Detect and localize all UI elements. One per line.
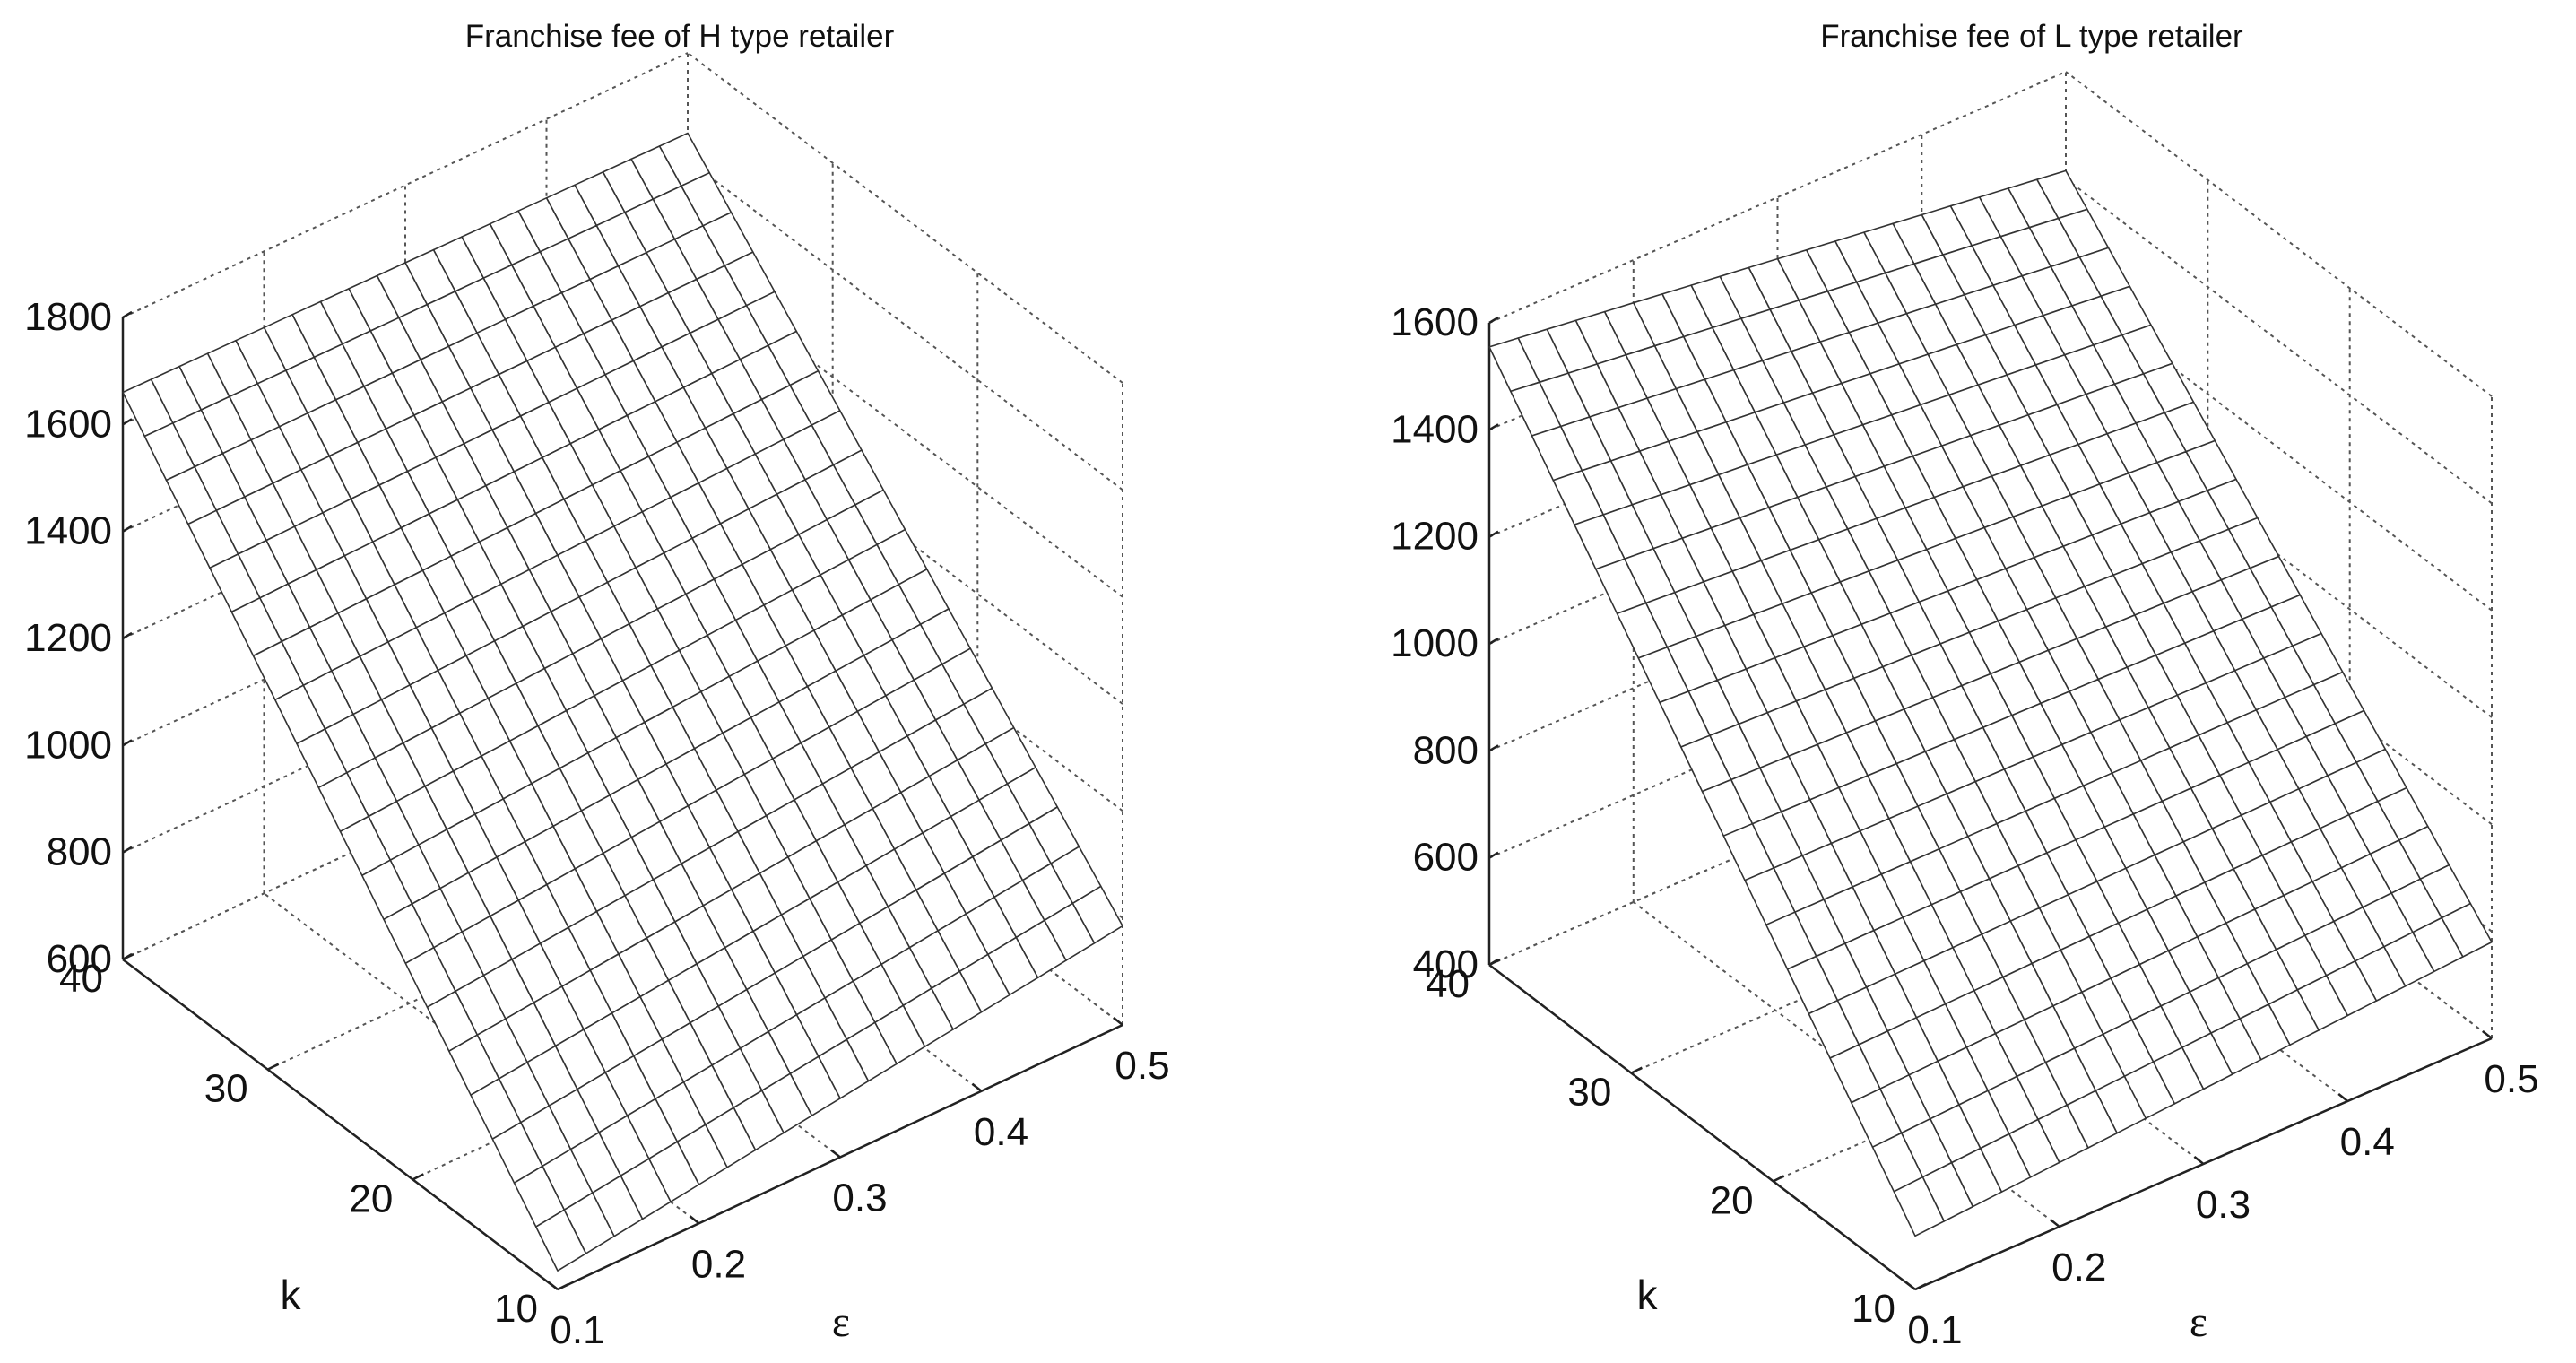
z-tick-label: 800 bbox=[1413, 728, 1479, 772]
k-tick-label: 40 bbox=[1426, 962, 1470, 1006]
epsilon-tick-mark bbox=[2337, 1093, 2349, 1102]
z-tick-label: 600 bbox=[1413, 836, 1479, 880]
z-tick-label: 1400 bbox=[24, 509, 112, 553]
k-tick-label: 30 bbox=[1567, 1071, 1611, 1115]
z-tick-label: 1200 bbox=[24, 616, 112, 660]
epsilon-tick-label: 0.2 bbox=[2051, 1246, 2106, 1289]
chart-l-type: Franchise fee of L type retailer 400 600 8… bbox=[1391, 19, 2538, 1352]
z-tick-mark bbox=[1488, 637, 1499, 646]
k-tick-label: 20 bbox=[349, 1176, 393, 1220]
k-tick-mark bbox=[122, 952, 134, 961]
epsilon-tick-mark bbox=[548, 1281, 559, 1290]
epsilon-tick-label: 0.2 bbox=[691, 1242, 746, 1286]
epsilon-tick-mark bbox=[1113, 1017, 1123, 1026]
epsilon-axis-label-l: ε bbox=[2190, 1298, 2207, 1346]
epsilon-tick-mark bbox=[1905, 1281, 1916, 1290]
grid-line bbox=[2065, 71, 2493, 397]
k-axis-label-l: k bbox=[1637, 1272, 1659, 1318]
surface-cell bbox=[1893, 1176, 1945, 1237]
epsilon-tick-mark bbox=[830, 1149, 841, 1159]
z-tick-mark bbox=[1488, 744, 1499, 752]
z-tick-mark bbox=[1488, 530, 1499, 538]
epsilon-tick-mark bbox=[971, 1082, 983, 1092]
z-tick-mark bbox=[122, 846, 133, 854]
z-tick-label: 1200 bbox=[1391, 515, 1479, 559]
epsilon-axis-label-h: ε bbox=[832, 1298, 850, 1346]
z-tick-mark bbox=[1488, 316, 1499, 325]
z-tick-mark bbox=[1488, 423, 1499, 431]
k-tick-label: 10 bbox=[1852, 1287, 1895, 1331]
k-tick-label: 30 bbox=[204, 1067, 248, 1111]
epsilon-tick-label: 0.3 bbox=[2196, 1183, 2251, 1227]
k-tick-mark bbox=[1773, 1175, 1785, 1183]
grid-line bbox=[687, 52, 1123, 384]
z-tick-label: 1000 bbox=[24, 723, 112, 767]
chart-title-h: Franchise fee of H type retailer bbox=[465, 19, 895, 54]
epsilon-tick-label: 0.1 bbox=[1907, 1308, 1962, 1352]
epsilon-tick-label: 0.5 bbox=[1115, 1044, 1169, 1088]
k-axis-label-h: k bbox=[281, 1272, 302, 1318]
surface-cell bbox=[534, 1209, 587, 1272]
z-tick-mark bbox=[122, 418, 133, 426]
z-tick-label: 800 bbox=[47, 830, 112, 874]
chart-title-l: Franchise fee of L type retailer bbox=[1820, 19, 2243, 54]
z-tick-label: 1600 bbox=[24, 402, 112, 446]
k-tick-mark bbox=[1488, 958, 1501, 967]
k-axis-line bbox=[1488, 964, 1916, 1290]
epsilon-tick-label: 0.3 bbox=[832, 1176, 887, 1220]
z-tick-label: 400 bbox=[1413, 942, 1479, 986]
grid-line bbox=[687, 159, 1123, 491]
z-tick-label: 1000 bbox=[1391, 621, 1479, 665]
z-tick-mark bbox=[1488, 851, 1499, 859]
k-tick-label: 40 bbox=[59, 957, 103, 1001]
z-tick-mark bbox=[122, 310, 133, 319]
chart-h-type: Franchise fee of H type retailer 600 800 1… bbox=[24, 19, 1169, 1352]
epsilon-tick-mark bbox=[2049, 1219, 2060, 1228]
k-tick-mark bbox=[267, 1063, 280, 1071]
z-tick-label: 1600 bbox=[1391, 300, 1479, 344]
k-tick-label: 20 bbox=[1710, 1178, 1754, 1222]
z-tick-mark bbox=[122, 739, 133, 747]
epsilon-tick-label: 0.5 bbox=[2484, 1057, 2538, 1101]
epsilon-tick-label: 0.4 bbox=[974, 1110, 1028, 1154]
k-axis-line bbox=[122, 959, 559, 1290]
epsilon-tick-label: 0.1 bbox=[550, 1308, 604, 1352]
ticks-l: 400 600 800 1000 1200 1400 1600 10 20 30 40 0.1 0.2 0… bbox=[1391, 300, 2538, 1352]
ticks-h: 600 800 1000 1200 1400 1600 1800 10 20 30 40 0.1 0.2… bbox=[24, 295, 1169, 1352]
grid-line bbox=[122, 52, 689, 318]
grid-line bbox=[2065, 178, 2493, 505]
epsilon-tick-mark bbox=[2193, 1156, 2205, 1165]
z-tick-label: 1400 bbox=[1391, 407, 1479, 451]
z-tick-mark bbox=[122, 631, 133, 640]
k-tick-mark bbox=[1630, 1066, 1643, 1074]
surface-l bbox=[1488, 169, 2493, 1237]
k-tick-label: 10 bbox=[494, 1287, 538, 1331]
epsilon-tick-mark bbox=[689, 1215, 700, 1225]
z-tick-label: 600 bbox=[47, 937, 112, 981]
z-tick-label: 1800 bbox=[24, 295, 112, 339]
k-tick-mark bbox=[412, 1173, 424, 1181]
epsilon-tick-label: 0.4 bbox=[2340, 1120, 2395, 1164]
surface-h bbox=[122, 132, 1123, 1272]
k-tick-mark bbox=[557, 1282, 569, 1291]
k-tick-mark bbox=[1914, 1282, 1927, 1291]
epsilon-tick-mark bbox=[2482, 1030, 2493, 1039]
z-tick-mark bbox=[122, 525, 133, 533]
